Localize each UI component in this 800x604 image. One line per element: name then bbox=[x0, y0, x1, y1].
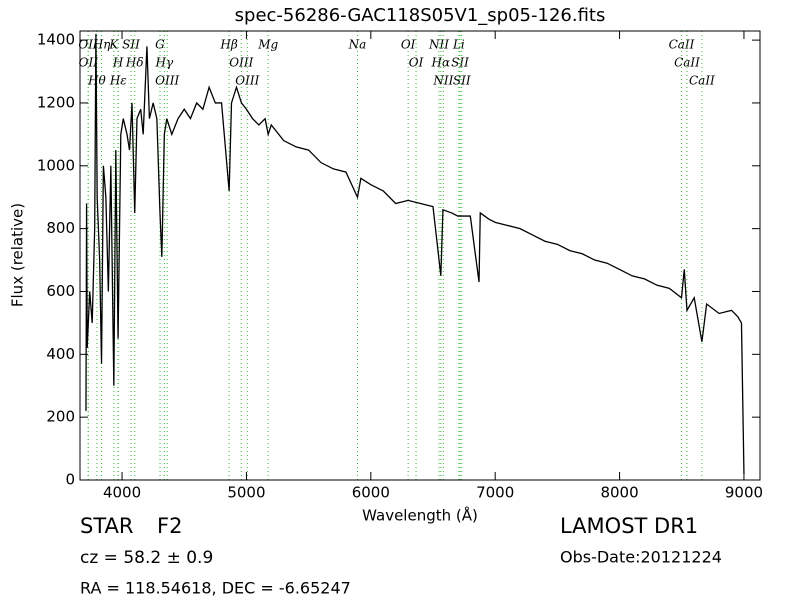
spectral-line-label: SII bbox=[122, 38, 140, 52]
spectral-line-label: OIII bbox=[155, 74, 179, 88]
y-tick-label: 800 bbox=[46, 219, 75, 237]
obs-date: Obs-Date:20121224 bbox=[560, 548, 722, 567]
spectral-line-label: Hε bbox=[109, 74, 127, 88]
y-tick-label: 1000 bbox=[37, 156, 75, 174]
object-subclass: F2 bbox=[157, 514, 182, 538]
y-tick-label: 1400 bbox=[37, 31, 75, 49]
spectral-line-label: Hη bbox=[92, 38, 111, 52]
x-axis-label: Wavelength (Å) bbox=[362, 506, 478, 525]
spectral-line-label: SII bbox=[451, 56, 469, 70]
x-tick-label: 8000 bbox=[600, 484, 638, 502]
spectral-line-label: OII bbox=[78, 38, 98, 52]
spectral-line-label: OI bbox=[409, 56, 424, 70]
spectral-line-label: K bbox=[108, 38, 119, 52]
coordinates: RA = 118.54618, DEC = -6.65247 bbox=[80, 579, 351, 598]
spectral-line-label: OII bbox=[79, 56, 99, 70]
spectral-line-label: G bbox=[155, 38, 165, 52]
x-tick-label: 9000 bbox=[725, 484, 763, 502]
spectral-line-label: NII bbox=[432, 74, 453, 88]
spectral-line-label: Hβ bbox=[219, 38, 237, 52]
spectral-line-label: Hα bbox=[431, 56, 451, 70]
x-tick-label: 7000 bbox=[476, 484, 514, 502]
y-axis-label: Flux (relative) bbox=[9, 203, 27, 307]
y-tick-label: 600 bbox=[46, 282, 75, 300]
spectral-line-label: SII bbox=[453, 74, 471, 88]
spectral-line-label: Mg bbox=[257, 38, 278, 52]
spectral-line-label: CaII bbox=[669, 38, 695, 52]
spectral-line-label: Hγ bbox=[155, 56, 174, 70]
y-tick-label: 1200 bbox=[37, 93, 75, 111]
spectral-line-label: NII bbox=[428, 38, 449, 52]
x-tick-label: 5000 bbox=[227, 484, 265, 502]
spectral-line-label: Li bbox=[452, 38, 465, 52]
redshift: cz = 58.2 ± 0.9 bbox=[80, 548, 213, 568]
data-release: LAMOST DR1 bbox=[560, 514, 698, 538]
spectrum-line bbox=[85, 33, 745, 474]
object-class: STAR bbox=[80, 514, 133, 538]
spectral-line-label: OIII bbox=[235, 74, 259, 88]
y-tick-label: 400 bbox=[46, 345, 75, 363]
plot-frame bbox=[79, 30, 761, 481]
spectral-line-label: OI bbox=[401, 38, 416, 52]
spectral-line-label: CaII bbox=[674, 56, 700, 70]
y-tick-label: 200 bbox=[46, 408, 75, 426]
spectral-line-label: H bbox=[112, 56, 124, 70]
y-tick-label: 0 bbox=[65, 471, 75, 489]
chart-title: spec-56286-GAC118S05V1_sp05-126.fits bbox=[235, 5, 606, 26]
x-tick-label: 4000 bbox=[103, 484, 141, 502]
spectral-line-label: CaII bbox=[689, 74, 715, 88]
spectral-line-label: Na bbox=[348, 38, 367, 52]
spectral-line-label: OIII bbox=[229, 56, 253, 70]
x-tick-label: 6000 bbox=[352, 484, 390, 502]
spectral-line-label: Hδ bbox=[125, 56, 144, 70]
